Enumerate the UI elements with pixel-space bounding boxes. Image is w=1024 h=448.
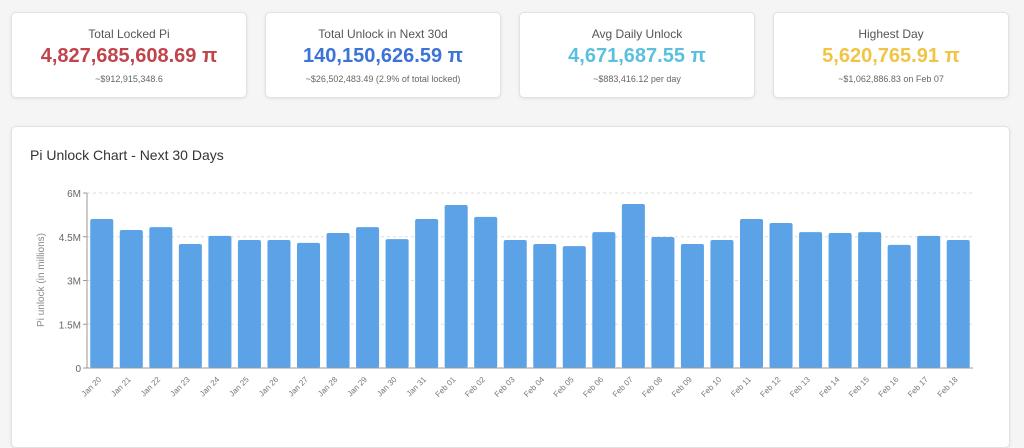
stat-value: 140,150,626.59 π bbox=[303, 45, 463, 67]
x-tick-label: Feb 17 bbox=[906, 375, 930, 399]
x-tick-label: Feb 15 bbox=[847, 375, 871, 399]
stat-title: Highest Day bbox=[858, 27, 924, 41]
x-tick-label: Feb 11 bbox=[729, 375, 753, 399]
bar[interactable] bbox=[237, 239, 261, 368]
bar[interactable] bbox=[296, 242, 321, 368]
bar[interactable] bbox=[119, 230, 143, 368]
x-tick-label: Jan 24 bbox=[198, 375, 222, 399]
y-axis-label: Pi unlock (in millions) bbox=[36, 233, 47, 327]
bar[interactable] bbox=[90, 218, 114, 368]
x-tick-label: Feb 05 bbox=[552, 375, 576, 399]
stat-card: Highest Day 5,620,765.91 π ~$1,062,886.8… bbox=[773, 12, 1009, 98]
bar[interactable] bbox=[917, 235, 941, 368]
x-tick-label: Feb 08 bbox=[640, 375, 664, 399]
stat-card: Total Unlock in Next 30d 140,150,626.59 … bbox=[265, 12, 501, 98]
x-tick-label: Jan 31 bbox=[405, 375, 429, 399]
bar[interactable] bbox=[533, 244, 557, 368]
x-tick-label: Feb 14 bbox=[818, 375, 842, 399]
bar[interactable] bbox=[385, 239, 409, 368]
x-tick-label: Jan 29 bbox=[346, 375, 370, 399]
stat-subtext: ~$912,915,348.6 bbox=[95, 74, 163, 84]
x-tick-label: Jan 20 bbox=[80, 375, 104, 399]
bar[interactable] bbox=[887, 244, 911, 368]
bar[interactable] bbox=[710, 239, 734, 368]
stat-title: Avg Daily Unlock bbox=[591, 27, 683, 41]
bar[interactable] bbox=[946, 239, 970, 368]
x-tick-label: Jan 30 bbox=[375, 375, 399, 399]
bar[interactable] bbox=[562, 246, 586, 368]
bar[interactable] bbox=[621, 204, 645, 368]
x-tick-label: Feb 18 bbox=[936, 375, 960, 399]
x-tick-label: Feb 02 bbox=[463, 375, 487, 399]
chart-title: Pi Unlock Chart - Next 30 Days bbox=[30, 147, 224, 163]
bar[interactable] bbox=[503, 239, 527, 368]
x-tick-label: Feb 03 bbox=[493, 375, 517, 399]
x-tick-label: Feb 07 bbox=[611, 375, 635, 399]
x-tick-label: Jan 21 bbox=[109, 375, 133, 399]
stat-value: 5,620,765.91 π bbox=[822, 45, 960, 67]
stat-value: 4,671,687.55 π bbox=[568, 45, 706, 67]
bar[interactable] bbox=[178, 244, 202, 368]
bar[interactable] bbox=[828, 232, 852, 368]
stat-subtext: ~$883,416.12 per day bbox=[593, 74, 681, 84]
bar[interactable] bbox=[592, 232, 616, 368]
bar[interactable] bbox=[739, 218, 764, 368]
bar[interactable] bbox=[444, 204, 468, 368]
x-tick-label: Feb 12 bbox=[758, 375, 782, 399]
bar[interactable] bbox=[415, 218, 439, 368]
x-tick-label: Feb 09 bbox=[670, 375, 694, 399]
bar[interactable] bbox=[799, 232, 823, 368]
bar[interactable] bbox=[858, 232, 882, 368]
x-tick-label: Feb 10 bbox=[699, 375, 723, 399]
stat-card: Total Locked Pi 4,827,685,608.69 π ~$912… bbox=[11, 12, 247, 98]
stat-card: Avg Daily Unlock 4,671,687.55 π ~$883,41… bbox=[519, 12, 755, 98]
bar[interactable] bbox=[149, 227, 173, 368]
x-tick-label: Jan 27 bbox=[287, 375, 311, 399]
x-tick-label: Feb 04 bbox=[522, 375, 546, 399]
bar[interactable] bbox=[326, 232, 350, 368]
y-tick-label: 0 bbox=[75, 364, 81, 375]
bar[interactable] bbox=[208, 235, 232, 368]
x-tick-label: Jan 22 bbox=[139, 375, 163, 399]
x-tick-label: Feb 13 bbox=[788, 375, 812, 399]
stat-subtext: ~$26,502,483.49 (2.9% of total locked) bbox=[305, 74, 461, 84]
x-tick-label: Jan 26 bbox=[257, 375, 281, 399]
y-tick-label: 4.5M bbox=[59, 233, 81, 244]
bar[interactable] bbox=[474, 216, 498, 368]
stat-value: 4,827,685,608.69 π bbox=[40, 45, 218, 67]
bar[interactable] bbox=[651, 237, 675, 368]
x-tick-label: Jan 25 bbox=[227, 375, 251, 399]
stat-subtext: ~$1,062,886.83 on Feb 07 bbox=[838, 74, 944, 84]
stat-title: Total Unlock in Next 30d bbox=[318, 27, 448, 41]
x-tick-label: Feb 01 bbox=[434, 375, 458, 399]
y-tick-label: 3M bbox=[67, 277, 81, 288]
x-tick-label: Feb 16 bbox=[877, 375, 901, 399]
x-tick-label: Jan 28 bbox=[316, 375, 340, 399]
x-tick-label: Jan 23 bbox=[168, 375, 192, 399]
y-tick-label: 1.5M bbox=[59, 320, 81, 331]
bar[interactable] bbox=[680, 244, 704, 368]
bar[interactable] bbox=[356, 227, 380, 368]
bar[interactable] bbox=[769, 223, 793, 368]
bar[interactable] bbox=[267, 239, 291, 368]
stat-title: Total Locked Pi bbox=[88, 27, 170, 41]
x-tick-label: Feb 06 bbox=[581, 375, 605, 399]
y-tick-label: 6M bbox=[67, 189, 81, 200]
